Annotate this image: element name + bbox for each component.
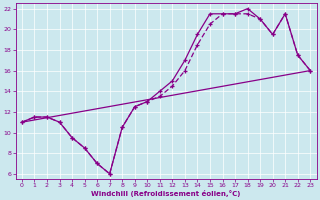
X-axis label: Windchill (Refroidissement éolien,°C): Windchill (Refroidissement éolien,°C): [92, 190, 241, 197]
